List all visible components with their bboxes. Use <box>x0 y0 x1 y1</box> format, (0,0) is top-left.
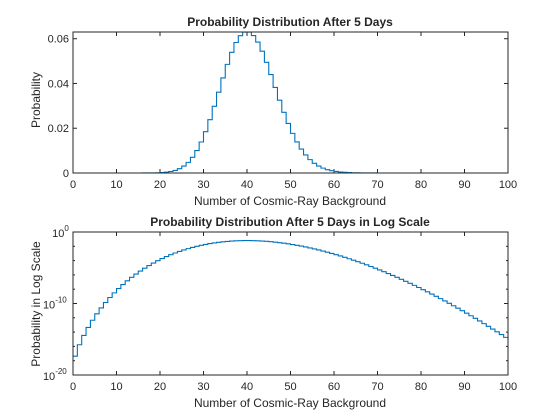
x-axis-label: Number of Cosmic-Ray Background <box>194 396 386 410</box>
plot-area-border <box>72 31 509 174</box>
y-tick-base: 10 <box>52 228 64 240</box>
y-tick-label: 10 0 <box>52 224 69 240</box>
x-tick-label: 90 <box>458 179 470 191</box>
y-tick-exponent: 0 <box>64 224 69 233</box>
x-tick-label: 90 <box>458 381 470 393</box>
y-axis-label: Probability in Log Scale <box>29 241 43 367</box>
x-tick-label: 20 <box>154 179 166 191</box>
chart-linear: Probability Distribution After 5 Days Pr… <box>29 15 517 208</box>
chart-title: Probability Distribution After 5 Days <box>187 15 393 29</box>
x-tick-label: 60 <box>328 381 340 393</box>
x-tick-label: 30 <box>197 179 209 191</box>
x-tick-label: 50 <box>284 179 296 191</box>
x-tick-label: 70 <box>371 179 383 191</box>
plot-area-border <box>72 231 509 376</box>
y-axis-label: Probability <box>29 72 43 128</box>
x-tick-label: 80 <box>415 179 427 191</box>
x-tick-label: 100 <box>499 179 517 191</box>
x-axis-label: Number of Cosmic-Ray Background <box>194 194 386 208</box>
y-tick-label: 0 <box>63 168 69 180</box>
x-tick-label: 60 <box>328 179 340 191</box>
x-tick-label: 10 <box>110 179 122 191</box>
distribution-series-line <box>73 240 509 357</box>
y-tick-base: 10 <box>43 300 55 312</box>
y-tick-exponent: -10 <box>55 296 67 305</box>
x-tick-label: 10 <box>110 381 122 393</box>
y-tick-label: 0.04 <box>48 78 69 90</box>
x-tick-label: 30 <box>197 381 209 393</box>
y-tick-label: 0.02 <box>48 123 69 135</box>
y-tick-label: 10 -20 <box>43 367 67 383</box>
x-tick-label: 40 <box>241 381 253 393</box>
x-tick-label: 80 <box>415 381 427 393</box>
y-tick-label: 0.06 <box>48 34 69 46</box>
x-tick-label: 20 <box>154 381 166 393</box>
chart-title: Probability Distribution After 5 Days in… <box>150 215 430 229</box>
y-tick-label: 10 -10 <box>43 296 67 312</box>
chart-log: Probability Distribution After 5 Days in… <box>29 215 517 410</box>
x-tick-label: 50 <box>284 381 296 393</box>
x-tick-label: 0 <box>70 179 76 191</box>
y-tick-base: 10 <box>43 371 55 383</box>
x-tick-label: 40 <box>241 179 253 191</box>
y-tick-exponent: -20 <box>55 367 67 376</box>
x-tick-label: 100 <box>499 381 517 393</box>
x-tick-label: 0 <box>70 381 76 393</box>
x-tick-label: 70 <box>371 381 383 393</box>
